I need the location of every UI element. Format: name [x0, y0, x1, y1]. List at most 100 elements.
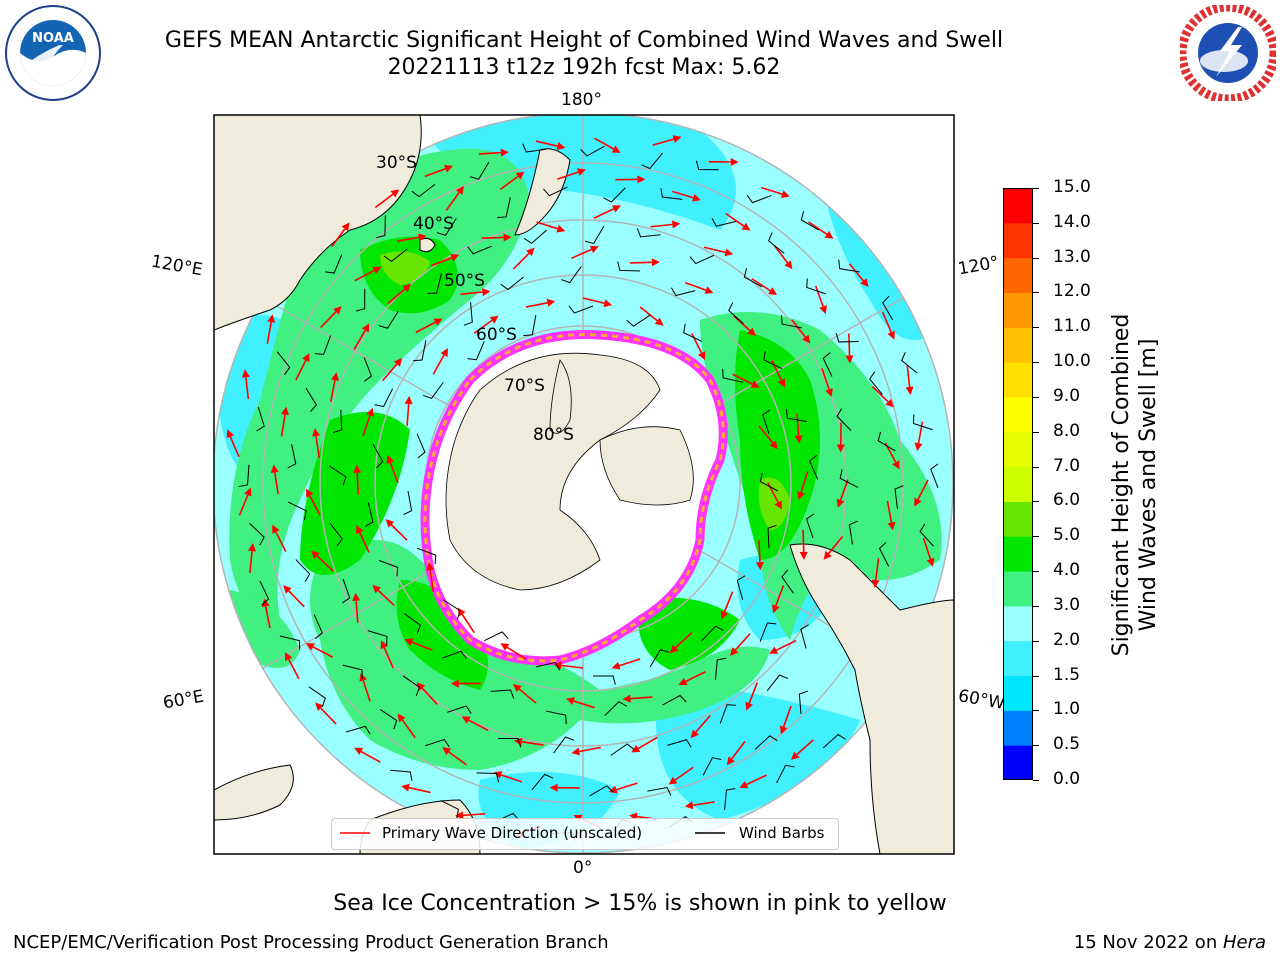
wave-arrow-shaft — [397, 236, 419, 242]
wave-arrow-head — [755, 561, 764, 571]
wind-barb — [295, 559, 311, 582]
wave-arrow-head — [386, 454, 394, 464]
lat-label-60s: 60°S — [476, 325, 517, 345]
wave-arrow-shaft — [579, 746, 602, 753]
wind-barb — [592, 675, 616, 685]
wind-barb — [785, 409, 808, 423]
wave-arrow-head — [312, 428, 320, 437]
wave-arrow-head — [366, 407, 374, 417]
wave-arrow-head — [885, 398, 894, 408]
wind-barb — [427, 273, 442, 294]
wind-barb — [762, 409, 771, 434]
wave-arrow-shaft — [468, 719, 489, 732]
wave-arrow-shaft — [525, 302, 548, 308]
wave-arrow-head — [284, 652, 293, 662]
wave-arrow-shaft — [354, 269, 375, 282]
wind-barb — [442, 650, 467, 659]
wind-barb — [447, 705, 472, 714]
wave-arrow-head — [724, 248, 734, 257]
wind-barb — [543, 186, 568, 197]
wave-arrow-shaft — [481, 236, 504, 239]
wave-arrow-head — [546, 298, 556, 307]
wave-arrow-shaft — [377, 589, 395, 607]
lon-label-120e: 120°E — [149, 251, 205, 281]
wind-barb — [314, 335, 332, 355]
colorbar-segment — [1003, 188, 1033, 224]
wind-barb — [345, 725, 371, 735]
wind-barb — [919, 523, 934, 547]
new-zealand-land — [514, 148, 571, 236]
wind-barb — [580, 145, 605, 157]
wind-barb — [287, 444, 297, 469]
wave-arrow-head — [747, 327, 756, 336]
colorbar-tick — [1033, 501, 1039, 503]
wave-arrow-shaft — [432, 354, 445, 375]
colorbar-tick-label: 3.0 — [1053, 594, 1081, 615]
colorbar-segment — [1003, 640, 1033, 677]
wave-arrow-head — [393, 358, 403, 367]
wave-arrow-shaft — [309, 495, 321, 516]
wave-arrow-head — [390, 189, 400, 198]
wind-barb — [308, 686, 326, 707]
wave-arrow-shaft — [758, 425, 774, 444]
wave-arrow-shaft — [387, 288, 406, 304]
colorbar-segment — [1003, 362, 1033, 398]
wind-barb — [759, 622, 777, 642]
wave-arrow-shaft — [315, 435, 320, 458]
wind-barb — [767, 524, 777, 549]
wave-arrow-head — [777, 378, 786, 388]
colorbar-tick — [1033, 745, 1039, 747]
wave-arrow-head — [739, 780, 749, 789]
wave-arrow-head — [418, 233, 427, 242]
wind-barb — [568, 305, 594, 314]
wave-arrow-head — [226, 429, 235, 439]
wave-arrow-shaft — [733, 315, 751, 332]
wind-barb — [440, 800, 459, 819]
wave-arrow-shaft — [796, 413, 800, 436]
wave-arrow-head — [385, 519, 395, 528]
wave-arrow-head — [261, 598, 270, 608]
wind-barb — [342, 664, 363, 679]
wind-barb — [522, 143, 547, 153]
wave-arrow-shaft — [848, 263, 865, 282]
wave-arrow-shaft — [814, 285, 824, 307]
colorbar-tick — [1033, 710, 1039, 712]
sea-ice-note: Sea Ice Concentration > 15% is shown in … — [333, 891, 947, 916]
wave-arrow-shaft — [731, 740, 746, 760]
wind-barb — [695, 160, 719, 171]
wind-barb — [390, 769, 413, 781]
wave-arrow-shaft — [362, 415, 371, 437]
wave-arrow-shaft — [637, 736, 658, 750]
colorbar-segment — [1003, 257, 1033, 293]
wind-barb — [930, 463, 939, 489]
wave-arrow-shaft — [629, 261, 652, 264]
wind-barb — [287, 501, 307, 520]
colorbar-tick — [1033, 466, 1039, 468]
wind-barb — [403, 490, 413, 516]
wave-arrow-head — [244, 487, 252, 497]
colorbar-segment — [1003, 571, 1033, 607]
wind-barb — [498, 737, 522, 748]
colorbar-tick-label: 1.5 — [1053, 664, 1081, 685]
wave-arrow-head — [455, 186, 464, 195]
wind-barb — [877, 431, 896, 452]
wind-barb — [436, 218, 457, 236]
wave-arrow-shaft — [360, 750, 381, 763]
wind-barb — [746, 195, 772, 204]
colorbar-tick — [1033, 396, 1039, 398]
wind-barb — [743, 268, 763, 288]
wave-arrow-head — [824, 230, 834, 239]
wave-arrow-shaft — [703, 246, 726, 254]
wind-barb — [719, 704, 737, 724]
colorbar-segment — [1003, 396, 1033, 433]
wind-barb — [702, 757, 722, 776]
wave-arrow-head — [341, 222, 350, 232]
wind-barb — [403, 613, 421, 634]
wave-arrow-shaft — [429, 569, 435, 592]
wave-arrow-shaft — [431, 256, 453, 267]
colorbar-segment — [1003, 710, 1033, 746]
wave-arrow-shaft — [264, 606, 271, 629]
wave-arrow-head — [784, 260, 793, 270]
wave-arrow-head — [845, 355, 854, 364]
wave-arrow-head — [914, 497, 922, 507]
